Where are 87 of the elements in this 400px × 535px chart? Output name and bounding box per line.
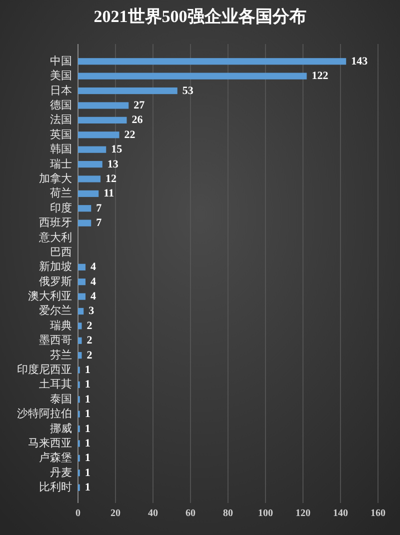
y-tick-label: 瑞士: [50, 157, 72, 170]
y-tick-label: 西班牙: [39, 216, 72, 230]
y-tick-label: 中国: [50, 54, 72, 68]
y-tick-label: 沙特阿拉伯: [17, 407, 72, 420]
data-label: 27: [134, 99, 146, 112]
y-tick-label: 荷兰: [50, 186, 72, 200]
y-tick-label: 挪威: [50, 422, 72, 435]
bar: [78, 146, 106, 153]
y-tick-label: 比利时: [39, 480, 72, 494]
y-tick-label: 丹麦: [50, 466, 72, 479]
bar: [78, 308, 84, 315]
y-tick-label: 德国: [50, 99, 72, 112]
data-label: 4: [90, 261, 96, 274]
data-label: 1: [84, 364, 90, 376]
x-tick-label: 80: [223, 508, 233, 519]
data-label: 2: [86, 334, 93, 347]
bar: [78, 293, 86, 300]
bar: [78, 87, 178, 94]
bar: [78, 337, 82, 344]
data-label: 1: [84, 438, 90, 450]
x-tick-label: 120: [296, 508, 310, 519]
x-tick-label: 40: [148, 508, 158, 519]
y-tick-label: 印度: [50, 201, 72, 214]
data-label: 53: [182, 84, 194, 97]
data-label: 122: [312, 70, 329, 82]
y-tick-label: 澳大利亚: [28, 290, 72, 303]
x-tick-label: 140: [333, 508, 348, 519]
y-tick-label: 泰国: [50, 393, 72, 406]
data-label: 1: [84, 482, 90, 494]
x-tick-label: 0: [76, 508, 80, 519]
x-tick-label: 160: [370, 508, 386, 519]
data-label: 1: [84, 408, 90, 420]
data-label: 1: [84, 422, 90, 435]
data-label: 7: [96, 202, 102, 214]
bar: [78, 102, 129, 109]
bar: [78, 190, 99, 197]
data-label: 13: [107, 158, 119, 170]
data-label: 143: [351, 55, 368, 68]
y-tick-label: 韩国: [50, 142, 72, 156]
y-tick-label: 芬兰: [50, 348, 72, 362]
y-tick-label: 英国: [50, 128, 72, 141]
data-label: 1: [84, 452, 90, 464]
data-label: 12: [106, 172, 117, 185]
bar: [78, 132, 120, 138]
data-label: 1: [84, 378, 90, 391]
data-label: 26: [132, 114, 144, 126]
y-tick-label: 法国: [50, 113, 72, 126]
data-label: 3: [88, 305, 95, 318]
data-label: 2: [86, 320, 93, 332]
y-tick-label: 爱尔兰: [39, 304, 72, 318]
data-label: 22: [124, 128, 136, 141]
y-tick-label: 巴西: [50, 246, 72, 258]
bar: [78, 58, 346, 65]
y-tick-label: 意大利: [38, 230, 72, 244]
data-label: 15: [111, 144, 123, 156]
bar: [78, 220, 92, 226]
y-tick-label: 马来西亚: [28, 436, 72, 450]
y-tick-label: 新加坡: [39, 260, 72, 274]
y-tick-label: 土耳其: [39, 378, 72, 391]
y-tick-label: 瑞典: [50, 318, 72, 332]
bar: [78, 264, 86, 270]
bar: [78, 322, 82, 330]
bar: [78, 352, 82, 359]
bar: [78, 176, 100, 182]
chart-title: 2021世界500强企业各国分布: [94, 7, 306, 26]
data-label: 4: [90, 276, 96, 288]
bar: [78, 72, 307, 80]
data-label: 1: [84, 393, 90, 406]
y-tick-label: 墨西哥: [39, 334, 72, 347]
data-label: 11: [104, 188, 114, 200]
y-tick-label: 美国: [50, 69, 72, 82]
bar: [78, 278, 86, 286]
data-label: 4: [90, 290, 96, 303]
data-label: 7: [96, 217, 102, 230]
x-tick-label: 20: [110, 508, 120, 519]
y-tick-label: 印度尼西亚: [17, 363, 72, 376]
data-label: 2: [86, 349, 93, 362]
bar: [78, 160, 102, 168]
bar: [78, 116, 127, 124]
x-tick-label: 60: [186, 508, 196, 519]
y-tick-label: 日本: [50, 84, 72, 97]
y-tick-label: 加拿大: [39, 172, 72, 185]
data-label: 1: [84, 466, 90, 479]
bar: [78, 205, 92, 212]
y-tick-label: 俄罗斯: [39, 274, 72, 288]
x-tick-label: 100: [258, 508, 273, 519]
y-tick-label: 卢森堡: [39, 451, 72, 464]
